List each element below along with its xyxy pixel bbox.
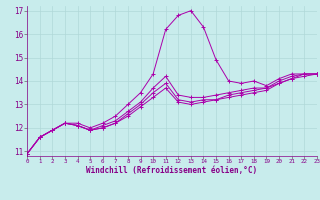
X-axis label: Windchill (Refroidissement éolien,°C): Windchill (Refroidissement éolien,°C)	[86, 166, 258, 175]
